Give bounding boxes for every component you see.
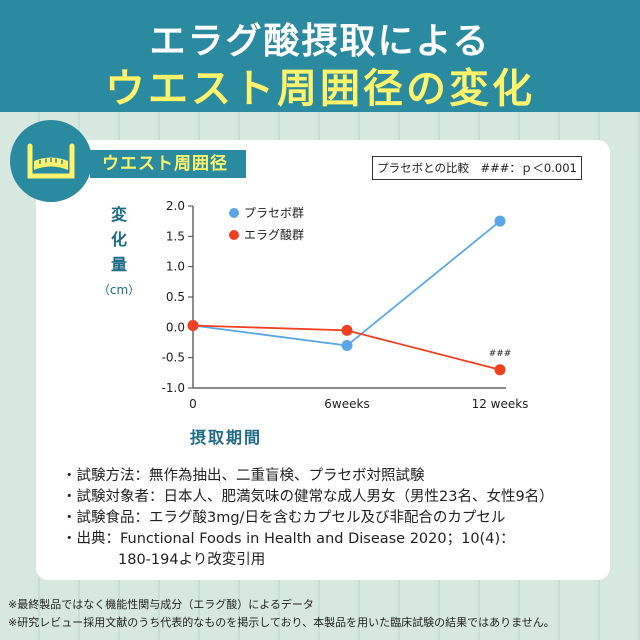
x-tick-label: 12 weeks xyxy=(472,397,529,411)
y-tick-label: -0.5 xyxy=(162,351,185,365)
study-notes: ・試験方法：無作為抽出、二重盲検、プラセボ対照試験 ・試験対象者：日本人、肥満気… xyxy=(62,466,602,571)
note-subjects: ・試験対象者：日本人、肥満気味の健常な成人男女（男性23名、女性9名） xyxy=(62,489,554,505)
footnotes: ※最終製品ではなく機能性関与成分（エラグ酸）によるデータ ※研究レビュー採用文献… xyxy=(8,596,638,632)
note-source-cont: 180-194より改変引用 xyxy=(118,552,266,568)
metric-tag: ウエスト周囲径 xyxy=(90,150,246,178)
data-point-0-2 xyxy=(494,215,506,227)
legend-marker-1 xyxy=(229,230,239,240)
pvalue-box: プラセボとの比較 ###：ｐ＜0.001 xyxy=(372,156,582,180)
note-method: ・試験方法：無作為抽出、二重盲検、プラセボ対照試験 xyxy=(62,468,425,484)
data-point-1-0 xyxy=(187,320,199,332)
title-line-2: ウエスト周囲径の変化 xyxy=(105,66,535,112)
y-axis-unit: （cm） xyxy=(97,283,141,297)
note-test-food: ・試験食品：エラグ酸3mg/日を含むカプセル及び非配合のカプセル xyxy=(62,510,506,526)
tape-measure-badge xyxy=(10,120,92,202)
x-axis-label: 摂取期間 xyxy=(190,428,263,447)
y-tick-label: 0.0 xyxy=(166,320,185,334)
header-banner: エラグ酸摂取による ウエスト周囲径の変化 xyxy=(0,0,640,112)
data-point-1-1 xyxy=(341,324,353,336)
chart-card xyxy=(36,140,610,580)
y-tick-label: 0.5 xyxy=(166,290,185,304)
footnote-2: ※研究レビュー採用文献のうち代表的なものを掲示しており、本製品を用いた臨床試験の… xyxy=(8,616,555,629)
x-tick-label: 6weeks xyxy=(324,397,369,411)
tape-measure-icon xyxy=(27,143,75,179)
title-line-1: エラグ酸摂取による xyxy=(149,21,491,62)
footnote-1: ※最終製品ではなく機能性関与成分（エラグ酸）によるデータ xyxy=(8,598,314,611)
note-source: ・出典：Functional Foods in Health and Disea… xyxy=(62,531,515,547)
x-tick-label: 0 xyxy=(189,397,197,411)
y-tick-label: 1.5 xyxy=(166,229,185,243)
y-tick-label: 1.0 xyxy=(166,260,185,274)
legend-label-0: プラセボ群 xyxy=(244,206,304,220)
data-point-1-2 xyxy=(494,364,506,376)
legend-marker-0 xyxy=(229,208,239,218)
y-tick-label: -1.0 xyxy=(162,381,185,395)
y-axis-label: 変化量 xyxy=(104,202,134,277)
data-point-0-1 xyxy=(341,340,353,352)
y-tick-label: 2.0 xyxy=(166,199,185,213)
legend-label-1: エラグ酸群 xyxy=(244,227,304,242)
significance-annotation: ### xyxy=(489,349,512,359)
y-axis-label-text: 変化量 xyxy=(110,205,127,274)
